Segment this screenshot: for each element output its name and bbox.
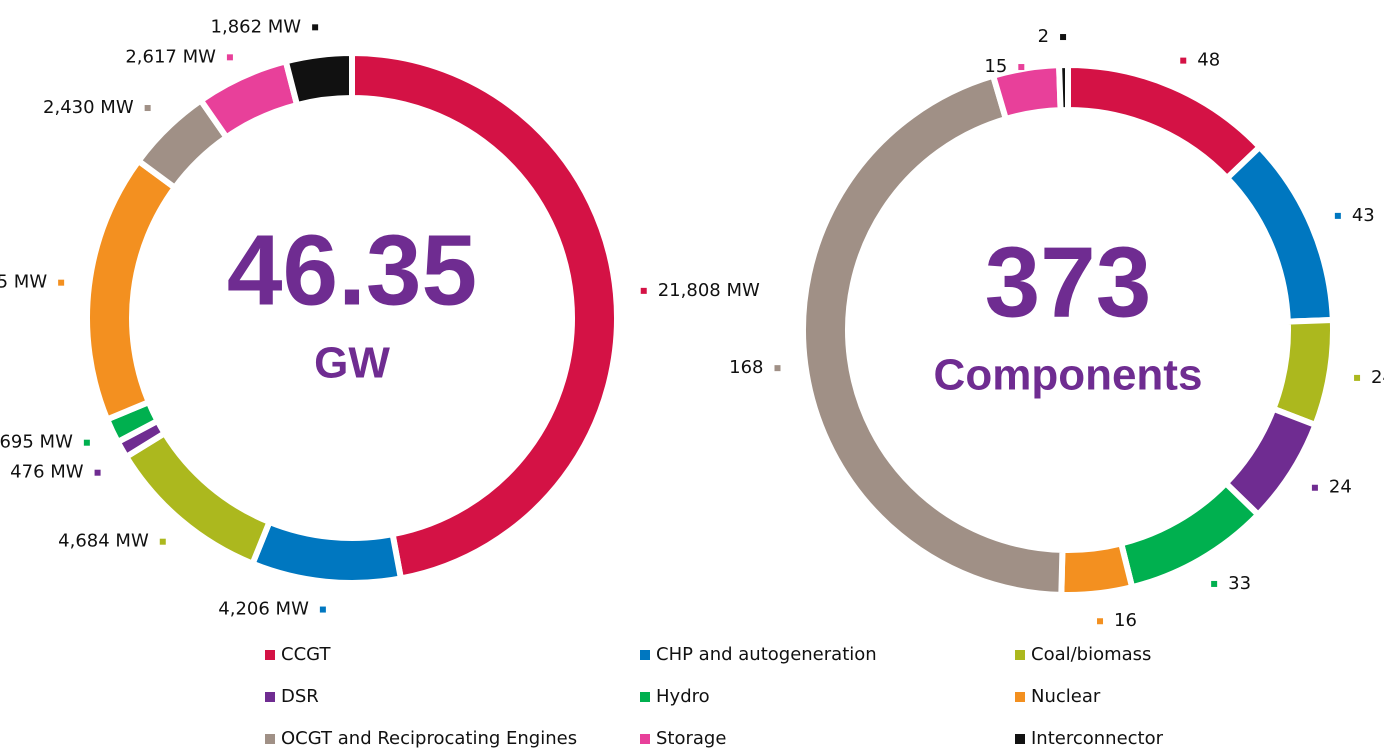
label-marker <box>640 287 647 294</box>
legend-label: DSR <box>281 686 319 707</box>
center-unit: Components <box>934 351 1203 400</box>
legend-swatch <box>1015 734 1025 744</box>
legend-label: Storage <box>656 728 726 749</box>
data-label: 2,617 MW <box>125 46 216 67</box>
data-label: 7,575 MW <box>0 272 47 293</box>
donut-slice <box>1058 539 1136 598</box>
label-marker <box>94 469 101 476</box>
legend-swatch <box>265 650 275 660</box>
center-value: 373 <box>985 226 1152 338</box>
data-label: 21,808 MW <box>658 280 760 301</box>
legend-label: Hydro <box>656 686 710 707</box>
legend-swatch <box>640 734 650 744</box>
legend-swatch <box>265 692 275 702</box>
label-marker <box>58 279 65 286</box>
data-label: 2 <box>1038 26 1049 47</box>
label-marker <box>1311 484 1318 491</box>
donut-slice <box>282 49 355 109</box>
legend-swatch <box>640 650 650 660</box>
legend-label: Nuclear <box>1031 686 1101 707</box>
data-label: 43 <box>1352 205 1375 226</box>
legend-swatch <box>1015 692 1025 702</box>
data-label: 476 MW <box>10 462 84 483</box>
donut-slice <box>84 156 179 424</box>
label-marker <box>1097 618 1104 625</box>
label-marker <box>159 538 166 545</box>
label-marker <box>319 606 326 613</box>
legend-label: CHP and autogeneration <box>656 644 877 665</box>
legend-swatch <box>640 692 650 702</box>
center-value: 46.35 <box>227 214 477 326</box>
label-marker <box>1018 64 1025 71</box>
legend-label: Coal/biomass <box>1031 644 1151 665</box>
data-label: 24 <box>1329 477 1352 498</box>
data-label: 48 <box>1197 50 1220 71</box>
data-label: 15 <box>984 56 1007 77</box>
label-marker <box>226 54 233 61</box>
data-label: 4,684 MW <box>58 531 149 552</box>
data-label: 2,430 MW <box>43 97 134 118</box>
data-label: 695 MW <box>0 432 73 453</box>
legend-label: CCGT <box>281 644 331 665</box>
label-marker <box>1180 57 1187 64</box>
donut-slice <box>349 49 620 582</box>
donut-slice <box>1055 61 1071 114</box>
label-marker <box>1211 580 1218 587</box>
data-label: 4,206 MW <box>218 599 309 620</box>
data-label: 24 <box>1371 367 1384 388</box>
label-marker <box>144 105 151 112</box>
donut-slice <box>1117 479 1263 591</box>
label-marker <box>1354 374 1361 381</box>
legend-label: OCGT and Reciprocating Engines <box>281 728 577 749</box>
donut-slice <box>1065 61 1264 183</box>
donut-slice <box>196 57 301 142</box>
label-marker <box>1334 212 1341 219</box>
data-label: 33 <box>1228 573 1251 594</box>
donut-slice <box>1222 142 1336 325</box>
donut-slice <box>800 72 1066 598</box>
legend-swatch <box>265 734 275 744</box>
legend-label: Interconnector <box>1031 728 1164 749</box>
label-marker <box>312 24 319 31</box>
data-label: 168 <box>729 357 763 378</box>
label-marker <box>1060 34 1067 41</box>
donut-slice <box>248 518 405 586</box>
label-marker <box>774 365 781 372</box>
data-label: 16 <box>1114 610 1137 631</box>
legend-swatch <box>1015 650 1025 660</box>
data-label: 1,862 MW <box>211 16 302 37</box>
center-unit: GW <box>314 339 390 388</box>
label-marker <box>83 439 90 446</box>
